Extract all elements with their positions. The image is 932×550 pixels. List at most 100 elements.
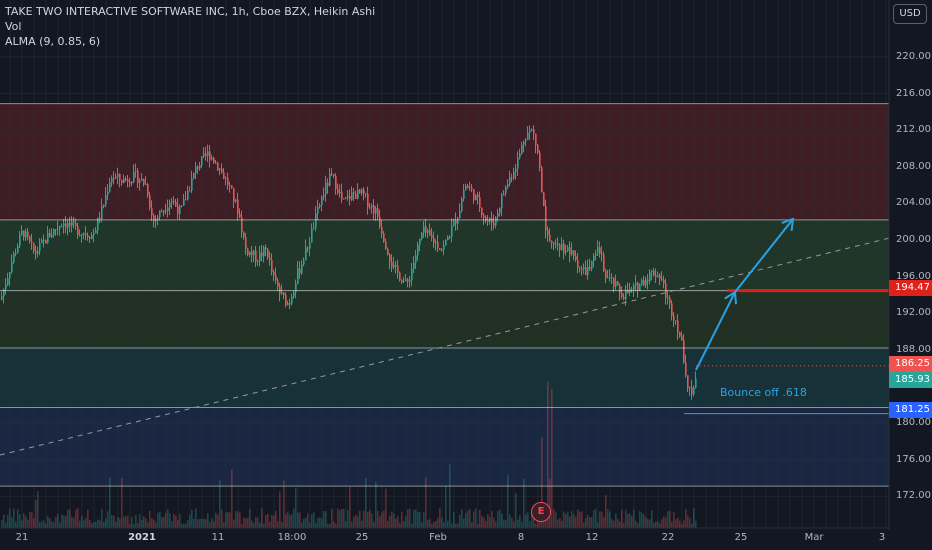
- candle-body: [311, 228, 313, 243]
- candle-body: [251, 251, 253, 256]
- candle-body: [435, 241, 437, 244]
- volume-bar: [513, 521, 515, 528]
- volume-bar: [399, 523, 401, 528]
- price-tick-label: 180.00: [896, 417, 931, 428]
- candle-body: [497, 212, 499, 218]
- candle-body: [475, 194, 477, 201]
- time-tick-label: 25: [355, 532, 369, 543]
- candle-body: [405, 279, 407, 282]
- candle-body: [253, 250, 255, 256]
- candle-body: [593, 255, 595, 261]
- volume-bar: [301, 522, 303, 528]
- candle-body: [261, 252, 263, 257]
- volume-bar: [397, 516, 399, 528]
- candle-body: [125, 178, 127, 180]
- candle-body: [691, 387, 693, 395]
- earnings-marker-icon[interactable]: E: [531, 502, 551, 522]
- candle-body: [327, 182, 329, 186]
- volume-bar: [695, 520, 697, 528]
- candle-body: [547, 230, 549, 235]
- candle-body: [117, 173, 119, 177]
- candle-body: [555, 243, 557, 245]
- candle-body: [263, 247, 265, 257]
- volume-bar: [189, 514, 191, 528]
- candle-body: [483, 215, 485, 218]
- candle-body: [657, 275, 659, 278]
- candle-body: [411, 268, 413, 280]
- candle-body: [361, 189, 363, 194]
- candle-body: [185, 199, 187, 201]
- volume-bar: [583, 522, 585, 528]
- candle-body: [15, 253, 17, 255]
- volume-bar: [19, 514, 21, 528]
- candle-body: [485, 217, 487, 221]
- volume-bar: [31, 512, 33, 528]
- candle-body: [585, 267, 587, 275]
- candle-body: [71, 221, 73, 226]
- volume-bar: [363, 511, 365, 528]
- volume-bar: [67, 509, 69, 528]
- candle-body: [535, 133, 537, 146]
- volume-bar: [219, 480, 221, 528]
- volume-bar: [507, 475, 509, 528]
- currency-button[interactable]: USD: [893, 4, 927, 24]
- volume-bar: [477, 523, 479, 528]
- price-tick-label: 204.00: [896, 197, 931, 209]
- candle-body: [545, 206, 547, 231]
- volume-bar: [643, 514, 645, 528]
- volume-bar: [365, 478, 367, 528]
- volume-bar: [405, 516, 407, 528]
- candle-body: [187, 190, 189, 200]
- volume-bar: [437, 517, 439, 528]
- volume-bar: [521, 521, 523, 528]
- volume-bar: [155, 522, 157, 528]
- candle-body: [51, 234, 53, 237]
- time-tick-label: 18:00: [277, 532, 307, 543]
- candle-body: [387, 248, 389, 255]
- candle-body: [127, 179, 129, 182]
- volume-bar: [459, 514, 461, 528]
- candle-body: [345, 197, 347, 199]
- vol-indicator-label[interactable]: Vol: [5, 20, 22, 33]
- candle-body: [519, 153, 521, 158]
- candle-body: [479, 196, 481, 208]
- candle-body: [565, 250, 567, 253]
- candle-body: [39, 243, 41, 252]
- candle-body: [539, 152, 541, 168]
- alma-indicator-label[interactable]: ALMA (9, 0.85, 6): [5, 35, 101, 48]
- candle-body: [197, 166, 199, 169]
- bounce-annotation[interactable]: Bounce off .618: [720, 386, 807, 399]
- volume-bar: [541, 436, 543, 528]
- candle-body: [7, 278, 9, 285]
- volume-bar: [673, 512, 675, 528]
- candle-body: [45, 239, 47, 243]
- volume-bar: [625, 509, 627, 528]
- symbol-title[interactable]: TAKE TWO INTERACTIVE SOFTWARE INC, 1h, C…: [5, 5, 376, 18]
- candle-body: [619, 285, 621, 293]
- candle-body: [365, 193, 367, 195]
- volume-bar: [157, 512, 159, 528]
- volume-bar: [29, 511, 31, 528]
- candle-body: [441, 249, 443, 251]
- volume-bar: [45, 523, 47, 528]
- candle-body: [375, 208, 377, 214]
- candle-body: [581, 268, 583, 270]
- volume-bar: [197, 519, 199, 528]
- candle-body: [541, 167, 543, 193]
- candle-body: [645, 279, 647, 286]
- candle-body: [157, 216, 159, 220]
- volume-bar: [211, 518, 213, 528]
- volume-bar: [153, 519, 155, 528]
- volume-bar: [605, 495, 607, 528]
- candle-body: [99, 217, 101, 220]
- volume-bar: [627, 514, 629, 528]
- time-tick-label: Mar: [804, 532, 824, 543]
- candle-body: [289, 303, 291, 305]
- candle-body: [397, 265, 399, 273]
- candle-body: [183, 199, 185, 206]
- volume-bar: [679, 520, 681, 528]
- volume-bar: [111, 514, 113, 528]
- candle-body: [443, 245, 445, 250]
- candle-body: [199, 165, 201, 169]
